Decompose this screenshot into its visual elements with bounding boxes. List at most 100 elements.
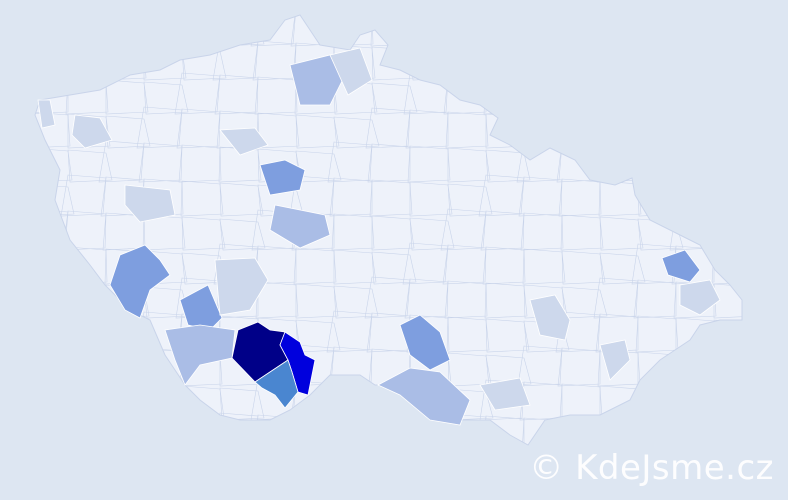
district: [672, 76, 716, 115]
district: [409, 15, 454, 47]
district: [751, 45, 788, 80]
district: [332, 418, 376, 445]
district: [99, 345, 145, 387]
district: [517, 345, 563, 387]
district: [445, 111, 489, 149]
district: [219, 218, 266, 251]
district: [181, 421, 227, 445]
district: [447, 15, 494, 47]
district-level1[interactable]: [329, 47, 373, 96]
district: [178, 144, 222, 183]
district: [289, 175, 335, 217]
district: [518, 176, 563, 217]
district-level3[interactable]: [109, 244, 171, 319]
district: [409, 48, 456, 81]
district: [331, 213, 375, 251]
district: [61, 15, 107, 47]
district: [333, 249, 377, 285]
district-level1[interactable]: [219, 127, 269, 156]
district: [219, 182, 264, 217]
district: [593, 277, 639, 319]
district: [330, 382, 374, 421]
district-level4[interactable]: [254, 359, 299, 409]
district: [713, 114, 742, 149]
district-level3[interactable]: [259, 159, 306, 196]
district-level2[interactable]: [269, 204, 331, 249]
district: [35, 316, 72, 353]
district: [371, 420, 416, 445]
district-level2[interactable]: [289, 54, 346, 106]
district: [255, 281, 299, 319]
district: [708, 15, 742, 47]
district: [480, 210, 525, 251]
district: [749, 9, 788, 46]
district: [441, 39, 487, 81]
district-level1[interactable]: [529, 294, 571, 341]
district: [442, 244, 487, 285]
district: [523, 79, 567, 115]
district-level1[interactable]: [124, 184, 176, 223]
district: [712, 78, 742, 115]
district: [447, 183, 493, 217]
district: [561, 81, 607, 115]
district: [745, 311, 788, 352]
district: [369, 179, 413, 217]
district: [105, 320, 152, 353]
district-level2[interactable]: [164, 324, 236, 386]
district: [675, 148, 720, 183]
district: [675, 184, 722, 217]
district: [748, 178, 788, 216]
district: [599, 47, 645, 81]
district: [333, 285, 379, 319]
district: [254, 76, 298, 115]
district: [409, 217, 455, 251]
district: [561, 286, 608, 319]
district: [596, 144, 640, 183]
district: [594, 108, 639, 149]
district: [595, 313, 639, 353]
district-level1[interactable]: [71, 114, 113, 149]
district: [409, 422, 456, 445]
district: [293, 247, 337, 285]
district: [35, 15, 76, 47]
district: [214, 74, 259, 115]
district-level3[interactable]: [661, 249, 701, 283]
district: [103, 417, 147, 445]
district-level3[interactable]: [399, 314, 451, 371]
district-level1[interactable]: [679, 279, 721, 316]
district: [482, 246, 526, 285]
district: [674, 112, 718, 149]
district: [181, 15, 225, 47]
district: [141, 15, 185, 47]
district: [143, 81, 189, 115]
district: [710, 42, 742, 81]
district: [333, 116, 380, 149]
district: [67, 113, 111, 149]
district-level1[interactable]: [214, 257, 269, 316]
district: [371, 82, 418, 115]
district-level1[interactable]: [37, 99, 56, 129]
district: [35, 388, 76, 421]
district: [561, 250, 606, 285]
district: [558, 178, 602, 217]
district: [447, 147, 491, 183]
district: [668, 378, 715, 421]
district: [141, 383, 185, 421]
district: [485, 318, 530, 353]
district: [523, 115, 569, 149]
district-level2[interactable]: [377, 367, 471, 426]
district: [559, 15, 603, 47]
district-level3[interactable]: [179, 284, 223, 331]
district: [560, 214, 604, 251]
district: [708, 380, 742, 421]
district-level1[interactable]: [599, 339, 631, 381]
district: [219, 387, 265, 421]
district: [746, 142, 788, 182]
district: [713, 319, 742, 353]
district: [630, 38, 677, 81]
district-level5[interactable]: [279, 331, 316, 396]
district-level1[interactable]: [479, 377, 531, 411]
district: [67, 149, 113, 183]
district: [670, 40, 715, 81]
district: [63, 415, 107, 445]
